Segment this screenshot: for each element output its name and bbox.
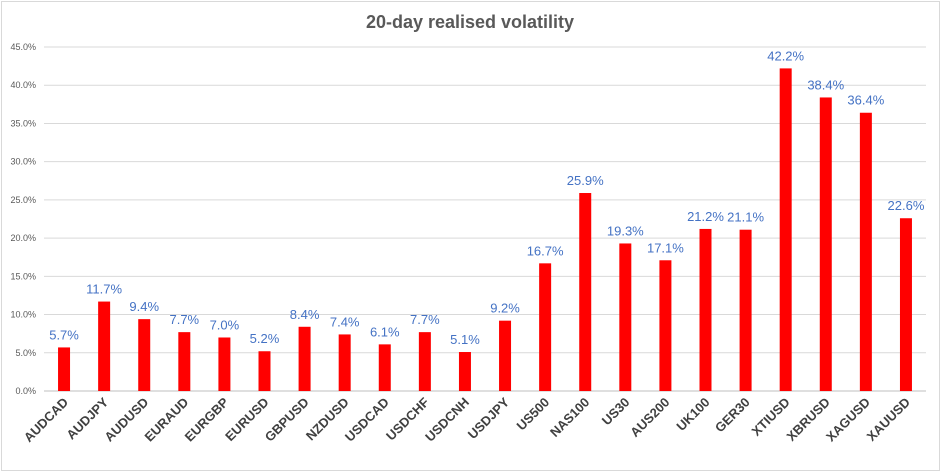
y-tick-label: 15.0% <box>10 271 36 281</box>
x-tick-label: USDCNH <box>422 395 472 445</box>
data-labels: 5.7% 11.7% 9.4% 7.7% 7.0% 5.2% 8.4% 7.4% 6.1% 7.7… <box>49 48 925 347</box>
x-tick-label: AUDCAD <box>21 395 71 445</box>
y-tick-label: 10.0% <box>10 310 36 320</box>
x-tick-label: XAGUSD <box>823 395 873 445</box>
y-axis-ticks: 0.0% 5.0% 10.0% 15.0% 20.0% 25.0% 30.0% 35.0% 40… <box>10 42 36 396</box>
data-label: 17.1% <box>647 240 684 255</box>
bar <box>98 301 111 391</box>
bar <box>178 332 191 391</box>
bar <box>619 243 632 391</box>
x-tick-label: USDCAD <box>342 395 392 445</box>
data-label: 6.1% <box>370 324 400 339</box>
bar <box>298 326 311 391</box>
data-label: 7.7% <box>169 312 199 327</box>
y-tick-label: 35.0% <box>10 118 36 128</box>
bar <box>779 68 792 391</box>
data-label: 8.4% <box>290 307 320 322</box>
bar <box>739 229 752 391</box>
data-label: 7.7% <box>410 312 440 327</box>
data-label: 5.7% <box>49 327 79 342</box>
bar <box>699 228 712 391</box>
bar <box>579 193 592 391</box>
bar <box>539 263 552 391</box>
y-tick-label: 0.0% <box>15 386 36 396</box>
gridlines <box>44 46 926 392</box>
bar <box>458 352 471 391</box>
y-tick-label: 40.0% <box>10 80 36 90</box>
chart-title: 20-day realised volatility <box>366 12 574 32</box>
y-tick-label: 20.0% <box>10 233 36 243</box>
data-label: 7.0% <box>210 317 240 332</box>
x-tick-label: UK100 <box>673 395 712 434</box>
x-axis-ticks: AUDCADAUDJPYAUDUSDEURAUDEURGBPEURUSDGBPU… <box>21 394 913 445</box>
bar <box>499 320 512 391</box>
x-tick-label: US500 <box>514 395 553 434</box>
bar <box>659 260 672 391</box>
y-tick-label: 30.0% <box>10 157 36 167</box>
y-tick-label: 5.0% <box>15 348 36 358</box>
y-tick-label: 45.0% <box>10 42 36 52</box>
bar <box>258 351 271 391</box>
data-label: 19.3% <box>607 223 644 238</box>
bar <box>859 112 872 392</box>
x-tick-label: GBPUSD <box>262 395 312 445</box>
data-label: 5.2% <box>250 331 280 346</box>
bar <box>378 344 391 391</box>
data-label: 25.9% <box>567 173 604 188</box>
data-label: 21.1% <box>727 210 764 225</box>
bar <box>218 337 231 391</box>
bar <box>138 319 151 391</box>
data-label: 9.2% <box>490 301 520 316</box>
data-label: 16.7% <box>527 243 564 258</box>
x-tick-label: USDJPY <box>465 394 513 442</box>
data-label: 38.4% <box>807 77 844 92</box>
bar <box>58 347 71 391</box>
data-label: 11.7% <box>86 282 122 297</box>
data-label: 42.2% <box>767 48 804 63</box>
bar <box>899 218 912 391</box>
x-tick-label: AUS200 <box>627 395 672 440</box>
x-tick-label: EURGBP <box>182 394 232 444</box>
bar <box>418 332 431 391</box>
data-label: 22.6% <box>888 198 925 213</box>
data-label: 36.4% <box>847 93 884 108</box>
bar <box>819 97 832 391</box>
x-tick-label: US30 <box>599 395 633 429</box>
x-tick-label: XAUUSD <box>864 395 913 444</box>
bar <box>338 334 351 391</box>
x-tick-label: NAS100 <box>547 395 592 440</box>
data-label: 21.2% <box>687 209 724 224</box>
y-tick-label: 25.0% <box>10 195 36 205</box>
data-label: 5.1% <box>450 332 480 347</box>
bars <box>58 68 912 392</box>
x-tick-label: GER30 <box>712 395 753 436</box>
data-label: 9.4% <box>129 299 159 314</box>
data-label: 7.4% <box>330 314 360 329</box>
